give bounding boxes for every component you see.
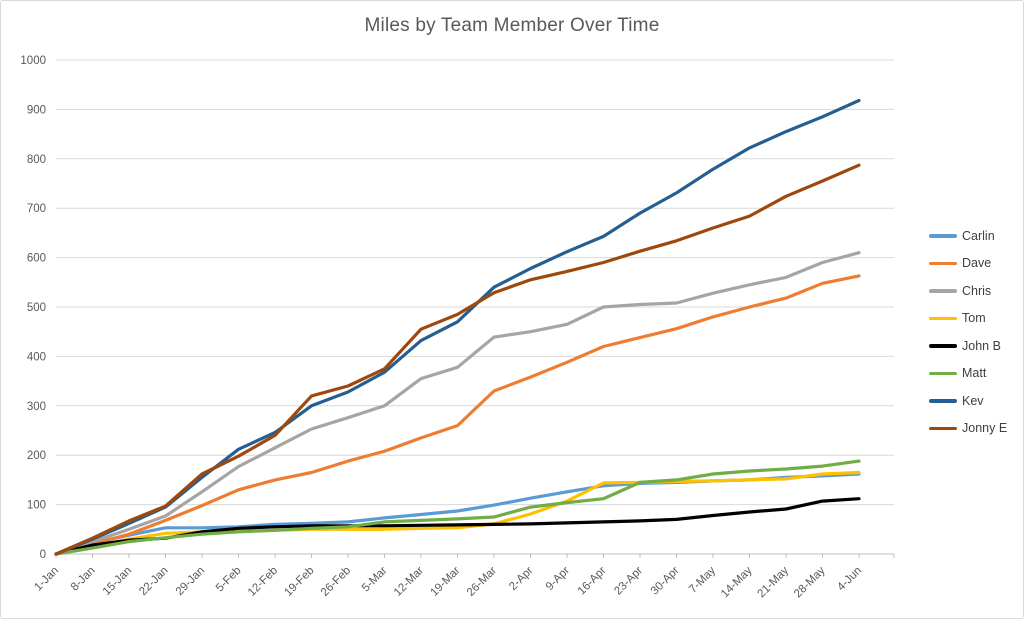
legend-item-carlin[interactable]: Carlin (929, 222, 1021, 250)
legend-label: Tom (962, 311, 986, 326)
x-axis-label-23-Apr: 23-Apr (612, 565, 645, 598)
legend-label: Jonny E (962, 421, 1008, 436)
x-axis-label-7-May: 7-May (687, 564, 718, 595)
x-axis-label-12-Feb: 12-Feb (246, 565, 280, 599)
series-line-dave[interactable] (54, 274, 861, 556)
legend-item-tom[interactable]: Tom (929, 305, 1021, 333)
x-axis-label-19-Feb: 19-Feb (282, 565, 316, 599)
x-axis-label-16-Apr: 16-Apr (576, 565, 609, 598)
legend-item-kev[interactable]: Kev (929, 387, 1021, 415)
series-line-kev[interactable] (54, 98, 861, 556)
x-axis-label-19-Mar: 19-Mar (428, 565, 462, 599)
x-axis-label-9-Apr: 9-Apr (544, 565, 572, 593)
y-axis-label-600: 600 (27, 253, 46, 265)
legend-label: Dave (962, 256, 992, 271)
y-axis-label-900: 900 (27, 104, 46, 116)
y-axis-label-300: 300 (27, 401, 46, 413)
x-axis-label-1-Jan: 1-Jan (32, 565, 61, 594)
chart-title[interactable]: Miles by Team Member Over Time (364, 15, 660, 36)
legend-swatch-icon (929, 234, 957, 238)
y-axis-label-200: 200 (27, 450, 46, 462)
x-axis-label-15-Jan: 15-Jan (101, 565, 134, 598)
x-axis-label-21-May: 21-May (756, 564, 792, 600)
legend-swatch-icon (929, 261, 957, 265)
x-axis-label-26-Mar: 26-Mar (465, 565, 499, 599)
legend-item-john-b[interactable]: John B (929, 332, 1021, 360)
legend-swatch-icon (929, 344, 957, 348)
series-line-matt[interactable] (54, 459, 861, 556)
legend-label: John B (962, 338, 1001, 353)
legend-swatch-icon (929, 316, 957, 320)
x-axis-label-28-May: 28-May (792, 564, 828, 600)
legend-item-dave[interactable]: Dave (929, 250, 1021, 278)
x-axis-label-12-Mar: 12-Mar (392, 565, 426, 599)
legend-swatch-icon (929, 289, 957, 293)
legend-item-matt[interactable]: Matt (929, 360, 1021, 388)
legend-item-jonny-e[interactable]: Jonny E (929, 415, 1021, 443)
x-axis-label-2-Apr: 2-Apr (507, 565, 535, 593)
x-axis-label-22-Jan: 22-Jan (137, 565, 170, 598)
x-axis-label-30-Apr: 30-Apr (649, 565, 682, 598)
x-axis-label-14-May: 14-May (719, 564, 755, 600)
legend-item-chris[interactable]: Chris (929, 277, 1021, 305)
y-axis-label-400: 400 (27, 351, 46, 363)
series-line-chris[interactable] (54, 251, 861, 556)
y-axis-label-800: 800 (27, 154, 46, 166)
x-axis-label-5-Feb: 5-Feb (214, 565, 244, 595)
legend: Carlin Dave Chris Tom John B Matt Kev Jonny E (929, 222, 1021, 442)
series-line-tom[interactable] (54, 470, 861, 556)
x-axis-label-26-Feb: 26-Feb (319, 565, 353, 599)
legend-swatch-icon (929, 399, 957, 403)
legend-label: Matt (962, 366, 987, 381)
y-axis-label-1000: 1000 (20, 55, 46, 67)
y-axis-label-700: 700 (27, 203, 46, 215)
legend-label: Chris (962, 283, 992, 298)
series-line-jonny-e[interactable] (54, 163, 861, 556)
x-axis-label-5-Mar: 5-Mar (360, 565, 390, 595)
legend-label: Carlin (962, 228, 995, 243)
legend-label: Kev (962, 393, 984, 408)
legend-swatch-icon (929, 371, 957, 375)
x-axis-label-8-Jan: 8-Jan (69, 565, 98, 594)
x-axis-label-29-Jan: 29-Jan (174, 565, 207, 598)
x-axis-label-4-Jun: 4-Jun (835, 565, 864, 594)
y-axis-label-0: 0 (40, 549, 46, 561)
y-axis-label-100: 100 (27, 500, 46, 512)
y-axis-label-500: 500 (27, 302, 46, 314)
legend-swatch-icon (929, 426, 957, 430)
